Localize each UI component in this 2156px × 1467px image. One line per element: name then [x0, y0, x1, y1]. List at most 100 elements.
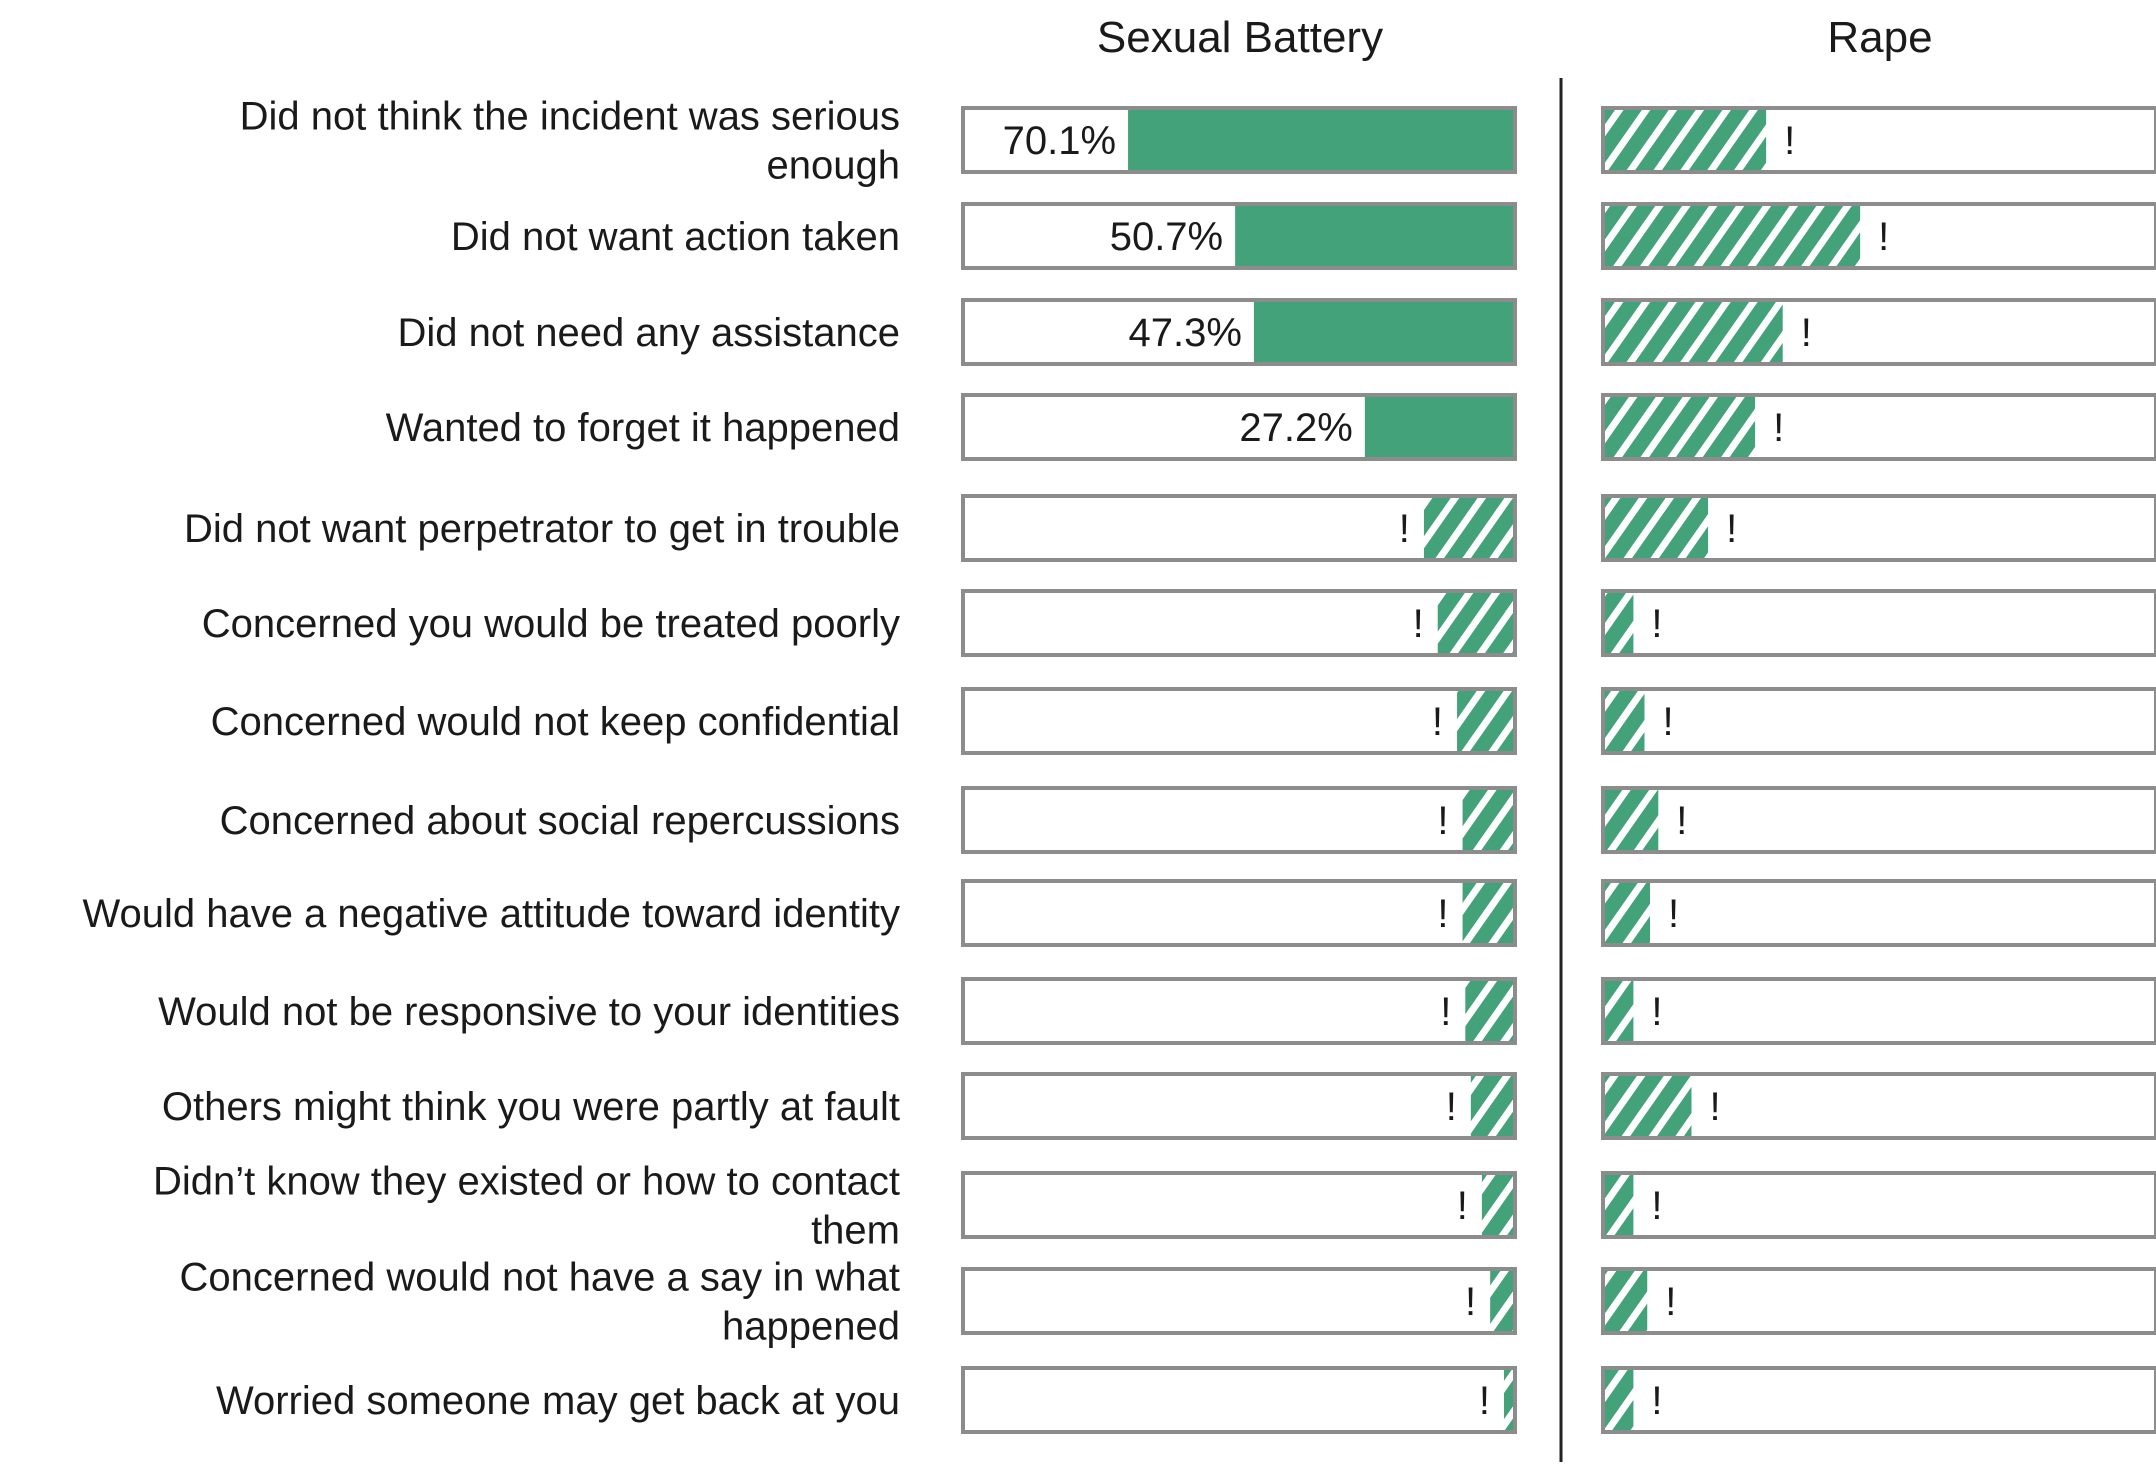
bar-sexual-battery [1462, 881, 1515, 945]
bar-sexual-battery [1481, 1173, 1515, 1237]
bar-frame-rape [1601, 298, 2156, 366]
bar-frame-rape [1601, 106, 2156, 174]
suppression-mark: ! [1465, 1280, 1476, 1324]
panel-title-rape: Rape [1827, 13, 1932, 62]
panel-title-sexual-battery: Sexual Battery [1097, 13, 1383, 62]
bar-sexual-battery [1457, 689, 1515, 753]
category-label: Would not be responsive to your identiti… [158, 990, 900, 1034]
category-label: Wanted to forget it happened [386, 406, 900, 450]
bar-frame-rape [1601, 1267, 2156, 1335]
bar-sexual-battery [1470, 1074, 1515, 1138]
category-label: Didn’t know they existed or how to conta… [153, 1160, 900, 1204]
bar-rape [1603, 300, 1783, 364]
bar-frame-sexual-battery [961, 1366, 1517, 1434]
bar-sexual-battery [1364, 395, 1515, 459]
category-label: Did not want action taken [451, 215, 900, 259]
bar-rape [1603, 108, 1767, 172]
category-label: Concerned you would be treated poorly [202, 602, 900, 646]
suppression-mark: ! [1457, 1184, 1468, 1228]
category-label: Concerned would not keep confidential [211, 700, 900, 744]
bar-sexual-battery [1462, 788, 1515, 852]
suppression-mark: ! [1801, 311, 1812, 355]
bar-frame-rape [1601, 393, 2156, 461]
bar-rape [1603, 689, 1645, 753]
category-label: Did not want perpetrator to get in troub… [184, 507, 900, 551]
bar-sexual-battery [1423, 496, 1515, 560]
bar-frame-sexual-battery [961, 589, 1517, 657]
bar-frame-sexual-battery [961, 977, 1517, 1045]
bar-sexual-battery [1235, 204, 1515, 268]
data-label: 27.2% [1239, 406, 1352, 450]
bar-frame-sexual-battery [961, 687, 1517, 755]
suppression-mark: ! [1479, 1379, 1490, 1423]
suppression-mark: ! [1437, 892, 1448, 936]
bar-frame-sexual-battery [961, 1171, 1517, 1239]
suppression-mark: ! [1437, 799, 1448, 843]
bar-sexual-battery [1128, 108, 1515, 172]
suppression-mark: ! [1784, 119, 1795, 163]
suppression-mark: ! [1651, 990, 1662, 1034]
suppression-mark: ! [1668, 892, 1679, 936]
category-label: Did not need any assistance [397, 311, 900, 355]
suppression-mark: ! [1440, 990, 1451, 1034]
bar-frame-rape [1601, 1171, 2156, 1239]
category-label: Worried someone may get back at you [216, 1379, 900, 1423]
bar-rape [1603, 496, 1709, 560]
category-label: them [811, 1209, 900, 1253]
category-label: Concerned would not have a say in what [180, 1256, 900, 1300]
bar-rape [1603, 881, 1651, 945]
bar-frame-sexual-battery [961, 879, 1517, 947]
category-label: Others might think you were partly at fa… [162, 1085, 900, 1129]
category-label: Would have a negative attitude toward id… [82, 892, 900, 936]
bar-frame-sexual-battery [961, 786, 1517, 854]
bar-rape [1603, 1269, 1648, 1333]
bar-frame-rape [1601, 687, 2156, 755]
bar-rape [1603, 591, 1634, 655]
bar-frame-rape [1601, 494, 2156, 562]
suppression-mark: ! [1665, 1280, 1676, 1324]
bar-rape [1603, 395, 1756, 459]
bar-frame-rape [1601, 786, 2156, 854]
bar-rape [1603, 1173, 1634, 1237]
category-label: Concerned about social repercussions [220, 799, 900, 843]
bar-frame-sexual-battery [961, 494, 1517, 562]
suppression-mark: ! [1651, 1379, 1662, 1423]
data-label: 47.3% [1128, 311, 1241, 355]
bar-rape [1603, 788, 1659, 852]
bar-frame-rape [1601, 1072, 2156, 1140]
bar-frame-rape [1601, 202, 2156, 270]
bar-frame-sexual-battery [961, 1267, 1517, 1335]
bar-frame-rape [1601, 879, 2156, 947]
suppression-mark: ! [1676, 799, 1687, 843]
category-label: Did not think the incident was serious [240, 95, 900, 139]
suppression-mark: ! [1662, 700, 1673, 744]
bar-sexual-battery [1465, 979, 1515, 1043]
suppression-mark: ! [1651, 602, 1662, 646]
data-label: 50.7% [1110, 215, 1223, 259]
bar-frame-rape [1601, 589, 2156, 657]
bar-frame-sexual-battery [961, 202, 1517, 270]
bar-frame-sexual-battery [961, 298, 1517, 366]
suppression-mark: ! [1432, 700, 1443, 744]
bar-rape [1603, 1368, 1634, 1432]
bar-frame-sexual-battery [961, 393, 1517, 461]
suppression-mark: ! [1878, 215, 1889, 259]
bar-sexual-battery [1253, 300, 1515, 364]
bar-rape [1603, 979, 1634, 1043]
bar-frame-rape [1601, 977, 2156, 1045]
bar-frame-rape [1601, 1366, 2156, 1434]
bar-sexual-battery [1490, 1269, 1515, 1333]
bar-sexual-battery [1437, 591, 1515, 655]
data-label: 70.1% [1003, 119, 1116, 163]
bar-sexual-battery [1503, 1368, 1515, 1432]
category-label: enough [767, 144, 900, 188]
suppression-mark: ! [1399, 507, 1410, 551]
suppression-mark: ! [1773, 406, 1784, 450]
bar-rape [1603, 204, 1861, 268]
category-label: happened [722, 1305, 900, 1349]
suppression-mark: ! [1651, 1184, 1662, 1228]
suppression-mark: ! [1726, 507, 1737, 551]
bar-frame-sexual-battery [961, 106, 1517, 174]
